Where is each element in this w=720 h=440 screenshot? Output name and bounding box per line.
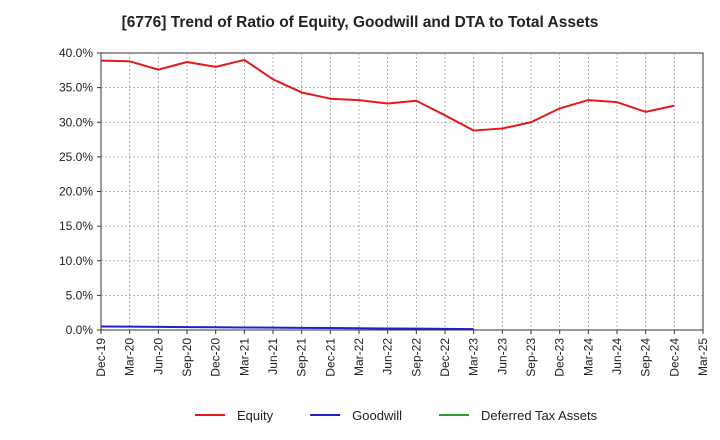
x-tick-label: Jun-23 (495, 338, 509, 375)
x-tick-label: Jun-20 (151, 338, 165, 375)
x-tick-label: Sep-22 (409, 338, 423, 377)
y-tick-label: 0.0% (66, 323, 94, 337)
y-tick-label: 30.0% (59, 115, 93, 129)
y-tick-label: 25.0% (59, 150, 93, 164)
x-tick-label: Dec-22 (438, 338, 452, 377)
equity-line (100, 58, 675, 132)
y-tick-label: 40.0% (59, 46, 93, 60)
y-tick-label: 35.0% (59, 81, 93, 95)
x-tick-label: Jun-22 (381, 338, 395, 375)
y-tick-label: 10.0% (59, 254, 93, 268)
legend-label: Equity (237, 408, 274, 423)
x-tick-label: Sep-24 (639, 338, 653, 377)
x-tick-label: Sep-20 (180, 338, 194, 377)
x-tick-label: Jun-24 (610, 338, 624, 375)
x-tick-label: Dec-23 (553, 338, 567, 377)
x-tick-label: Mar-20 (123, 338, 137, 376)
legend-label: Deferred Tax Assets (481, 408, 598, 423)
goodwill-line (100, 325, 474, 331)
x-tick-label: Dec-19 (94, 338, 108, 377)
y-tick-label: 20.0% (59, 185, 93, 199)
x-tick-label: Mar-25 (696, 338, 710, 376)
x-tick-label: Mar-24 (581, 338, 595, 376)
x-tick-label: Sep-21 (295, 338, 309, 377)
y-tick-label: 15.0% (59, 219, 93, 233)
x-tick-label: Dec-21 (323, 338, 337, 377)
x-tick-label: Sep-23 (524, 338, 538, 377)
x-tick-label: Jun-21 (266, 338, 280, 375)
x-tick-label: Dec-20 (209, 338, 223, 377)
x-tick-label: Mar-23 (467, 338, 481, 376)
x-tick-label: Mar-21 (237, 338, 251, 376)
legend-label: Goodwill (352, 408, 402, 423)
x-tick-label: Mar-22 (352, 338, 366, 376)
x-tick-label: Dec-24 (667, 338, 681, 377)
chart-title: [6776] Trend of Ratio of Equity, Goodwil… (121, 14, 599, 31)
y-tick-label: 5.0% (66, 288, 94, 302)
